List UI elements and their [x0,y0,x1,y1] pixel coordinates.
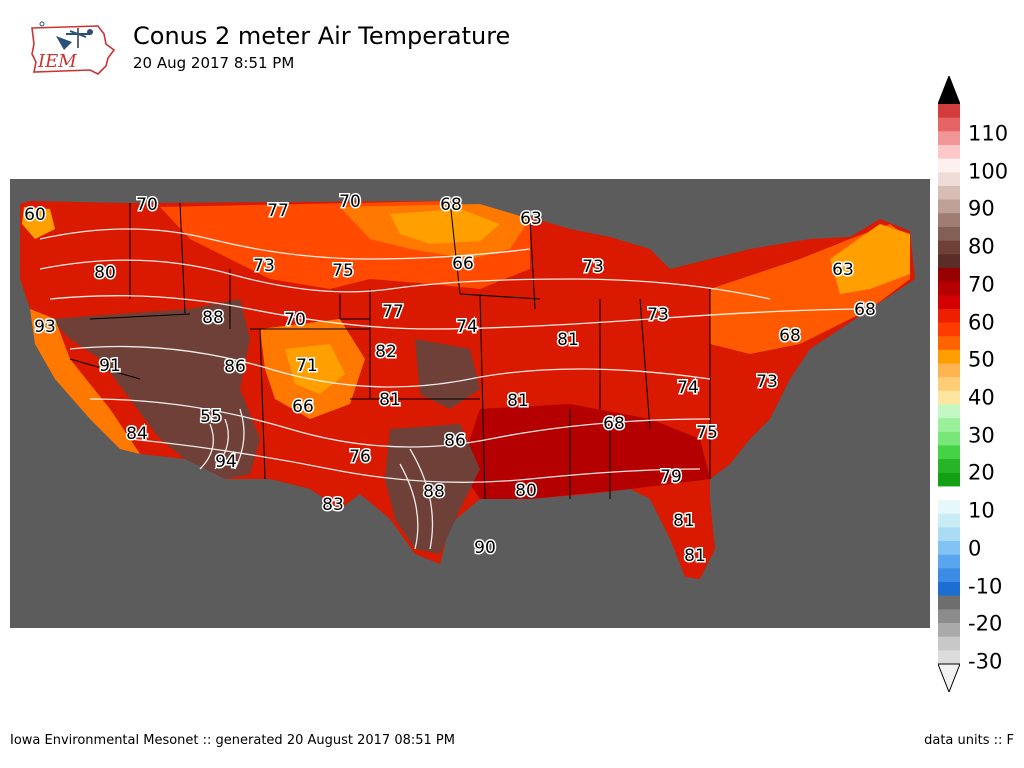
temperature-label: 94 [215,452,237,472]
temperature-label: 81 [557,330,579,350]
colorbar-tick-label: 70 [968,272,995,297]
colorbar-tick-label: 90 [968,196,995,221]
temperature-label: 93 [34,317,56,337]
temperature-label: 75 [696,423,718,443]
temperature-label: 60 [24,205,46,225]
colorbar-tick-label: -20 [968,611,1003,636]
temperature-label: 70 [136,195,158,215]
temperature-label: 90 [474,538,496,558]
colorbar [937,74,961,694]
temperature-label: 68 [603,414,625,434]
temperature-label: 73 [582,257,604,277]
colorbar-tick-label: 10 [968,498,995,523]
temperature-label: 68 [440,195,462,215]
temperature-label: 68 [779,326,801,346]
temperature-label: 55 [200,407,222,427]
colorbar-tick-label: 110 [968,121,1009,146]
temperature-label: 71 [296,356,318,376]
temperature-label: 73 [756,372,778,392]
temperature-label: 81 [673,511,695,531]
colorbar-tick-label: 0 [968,536,982,561]
temperature-label: 75 [332,261,354,281]
temperature-label: 79 [660,467,682,487]
temperature-label: 86 [224,357,246,377]
temperature-label: 80 [94,263,116,283]
page-subtitle: 20 Aug 2017 8:51 PM [133,54,295,72]
temperature-label: 88 [423,482,445,502]
temperature-label: 91 [99,356,121,376]
temperature-label: 63 [520,209,542,229]
colorbar-tick-label: 20 [968,460,995,485]
colorbar-tick-label: -30 [968,649,1003,674]
colorbar-tick-label: -10 [968,574,1003,599]
temperature-label: 80 [515,481,537,501]
temperature-label: 84 [126,424,148,444]
page-title: Conus 2 meter Air Temperature [133,22,511,50]
colorbar-tick-label: 100 [968,159,1009,184]
colorbar-tick-label: 30 [968,423,995,448]
temperature-label: 73 [647,305,669,325]
temperature-label: 88 [202,308,224,328]
temperature-label: 76 [349,447,371,467]
temperature-label: 70 [284,310,306,330]
temperature-label: 70 [339,192,361,212]
iem-logo: IEM [28,14,120,78]
logo-text: IEM [37,51,77,72]
temperature-label: 83 [322,495,344,515]
colorbar-tick-label: 60 [968,310,995,335]
colorbar-tick-label: 50 [968,347,995,372]
temperature-label: 86 [444,431,466,451]
temperature-label: 66 [292,397,314,417]
temperature-label: 82 [375,342,397,362]
temperature-map: 60 70 77 70 68 63 80 73 75 66 73 63 93 88 70 77 74 68 73 68… [10,179,930,628]
footer-credit: Iowa Environmental Mesonet :: generated … [10,733,455,748]
temperature-label: 74 [456,317,478,337]
colorbar-tick-label: 40 [968,385,995,410]
temperature-label: 74 [677,378,699,398]
temperature-label: 81 [379,390,401,410]
temperature-label: 77 [382,302,404,322]
temperature-label: 81 [684,546,706,566]
footer-units: data units :: F [924,733,1014,748]
temperature-label: 77 [267,201,289,221]
temperature-label: 63 [832,260,854,280]
temperature-label: 66 [452,254,474,274]
temperature-label: 68 [854,300,876,320]
temperature-label: 81 [507,391,529,411]
colorbar-tick-label: 80 [968,234,995,259]
temperature-label: 73 [253,256,275,276]
